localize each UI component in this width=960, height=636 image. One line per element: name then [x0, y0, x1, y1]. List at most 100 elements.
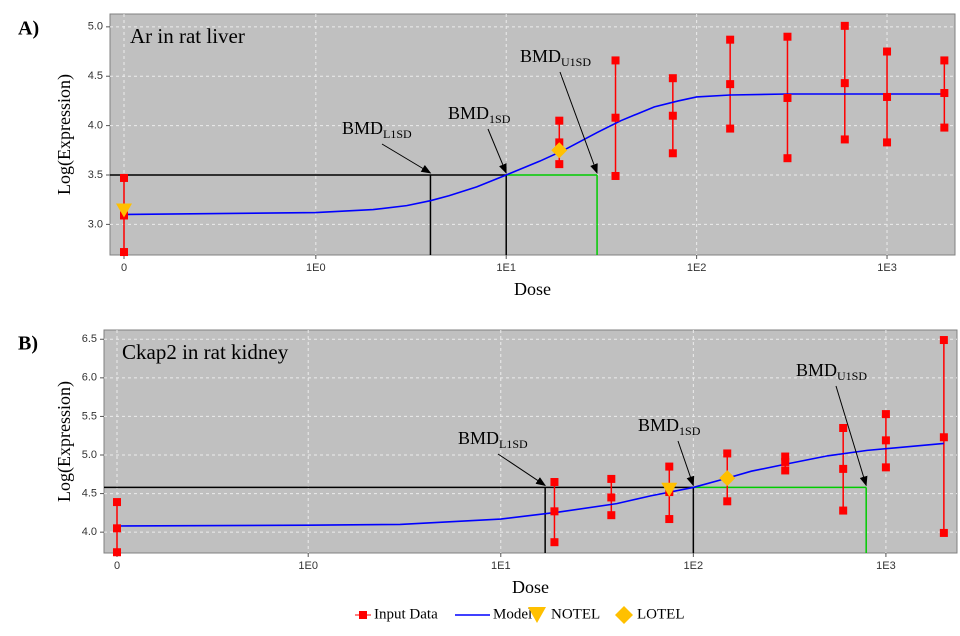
data-point [939, 528, 948, 537]
y-tick-label: 3.0 [88, 218, 103, 230]
data-point [120, 173, 128, 182]
panel-label: B) [18, 333, 38, 355]
legend-marker [615, 606, 633, 624]
data-point [120, 248, 128, 257]
x-tick-label: 1E2 [684, 560, 704, 572]
panel-label: A) [18, 18, 39, 40]
bmd-label-main: BMD [796, 360, 837, 380]
data-point [781, 466, 790, 475]
x-tick-label: 1E1 [491, 560, 511, 572]
x-tick-label: 1E0 [306, 262, 326, 274]
legend-label: NOTEL [551, 606, 600, 622]
bmd-arrow [559, 71, 598, 174]
y-tick-label: 6.0 [82, 372, 97, 384]
x-tick-label: 0 [114, 560, 120, 572]
y-tick-label: 5.5 [82, 410, 97, 422]
data-point [881, 410, 890, 419]
bmd-arrow [677, 440, 695, 487]
bmd-label-main: BMD [638, 415, 679, 435]
notel-marker [116, 203, 132, 218]
data-point [940, 89, 949, 98]
data-point [883, 138, 892, 147]
bmd-arrow [381, 143, 432, 174]
bmd-label: BMDU1SD [520, 46, 591, 69]
data-point [840, 135, 849, 144]
x-tick-label: 1E2 [687, 262, 707, 274]
x-axis-label: Dose [512, 577, 549, 597]
data-point [113, 524, 121, 533]
bmd-label-main: BMD [448, 103, 489, 123]
data-point [883, 92, 892, 101]
data-point [555, 116, 564, 125]
bmd-label-sub: 1SD [679, 424, 701, 438]
y-tick-label: 5.0 [82, 449, 97, 461]
notel-marker [661, 482, 678, 497]
data-point [723, 497, 732, 506]
bmd-label-main: BMD [458, 428, 499, 448]
data-point [839, 506, 848, 515]
model-line [123, 93, 945, 216]
data-point [611, 171, 620, 180]
data-point [940, 123, 949, 132]
data-point [607, 511, 616, 520]
data-point [726, 80, 735, 89]
data-point [939, 336, 948, 345]
data-point [550, 507, 559, 516]
x-axis-label: Dose [514, 279, 551, 299]
bmd-arrow [835, 385, 868, 487]
y-tick-label: 6.5 [82, 333, 97, 345]
bmd-label-sub: L1SD [499, 437, 528, 451]
data-point [665, 462, 674, 471]
data-point [726, 35, 735, 44]
data-point [668, 111, 677, 120]
y-tick-label: 4.5 [88, 70, 103, 82]
bmd-arrow [497, 453, 546, 486]
y-axis-label: Log(Expression) [54, 74, 75, 195]
legend-marker [528, 607, 546, 623]
data-point [611, 113, 620, 122]
legend-marker [359, 611, 367, 619]
lotel-marker [551, 142, 568, 159]
data-point [726, 124, 735, 133]
data-point [840, 21, 849, 30]
data-point [607, 474, 616, 483]
x-tick-label: 0 [121, 262, 127, 274]
legend-label: Input Data [374, 606, 438, 622]
data-point [783, 154, 792, 163]
data-point [783, 93, 792, 102]
bmd-label-sub: U1SD [561, 55, 591, 69]
data-point [939, 433, 948, 442]
data-point [555, 160, 564, 169]
data-point [781, 457, 790, 466]
bmd-label-sub: 1SD [489, 112, 511, 126]
bmd-label: BMDL1SD [342, 118, 412, 141]
legend-label: LOTEL [637, 606, 684, 622]
x-tick-label: 1E0 [298, 560, 318, 572]
data-point [665, 515, 674, 524]
data-point [668, 149, 677, 158]
bmd-label-sub: L1SD [383, 127, 412, 141]
data-point [881, 436, 890, 445]
data-point [668, 74, 677, 83]
y-tick-label: 4.5 [82, 487, 97, 499]
bmd-label: BMDL1SD [458, 428, 528, 451]
data-point [883, 47, 892, 56]
data-point [783, 32, 792, 41]
data-point [113, 498, 121, 507]
data-point [611, 56, 620, 65]
y-axis-label: Log(Expression) [54, 381, 75, 502]
bmd-label: BMD1SD [638, 415, 701, 438]
y-tick-label: 4.0 [82, 526, 97, 538]
legend-label: Model [493, 606, 532, 622]
x-tick-label: 1E3 [876, 560, 896, 572]
chart-title: Ar in rat liver [130, 24, 245, 48]
bmd-label-sub: U1SD [837, 369, 867, 383]
data-point [550, 538, 559, 547]
bmd-label: BMD1SD [448, 103, 511, 126]
y-tick-label: 5.0 [88, 21, 103, 33]
plot-area [109, 13, 956, 256]
data-point [940, 56, 949, 65]
x-tick-label: 1E3 [877, 262, 897, 274]
data-point [839, 423, 848, 432]
